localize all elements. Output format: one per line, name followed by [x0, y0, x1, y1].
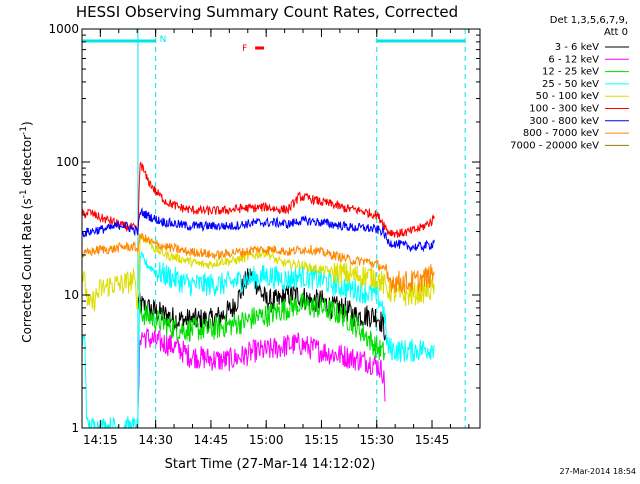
plot-area: NF	[81, 29, 466, 430]
x-tick-label-2: 14:45	[194, 433, 229, 447]
legend-label-7: 800 - 7000 keV	[523, 128, 599, 139]
y-label-part2: detector	[20, 135, 34, 190]
legend-label-4: 50 - 100 keV	[536, 91, 600, 102]
series-line-7	[81, 232, 435, 294]
y-label-part1: Corrected Count Rate (s	[20, 198, 34, 342]
flare-flag-label: F	[242, 44, 247, 54]
x-tick-label-5: 15:30	[359, 433, 394, 447]
night-flag-label: N	[160, 35, 167, 45]
x-tick-label-4: 15:15	[304, 433, 339, 447]
legend-label-2: 12 - 25 keV	[542, 67, 599, 78]
series-line-2	[137, 292, 386, 361]
timestamp: 27-Mar-2014 18:54	[560, 467, 637, 476]
series-line-1	[137, 328, 386, 413]
series-line-6	[81, 206, 435, 253]
x-tick-label-1: 14:30	[138, 433, 173, 447]
legend-label-1: 6 - 12 keV	[548, 54, 599, 65]
y-tick-label-0: 1	[71, 421, 79, 435]
legend-label-0: 3 - 6 keV	[555, 42, 599, 53]
legend-label-6: 300 - 800 keV	[529, 116, 599, 127]
series-line-5	[81, 161, 435, 238]
y-label-sup2: -1	[19, 126, 29, 135]
legend-label-3: 25 - 50 keV	[542, 79, 599, 90]
x-axis-label: Start Time (27-Mar-14 14:12:02)	[165, 457, 376, 472]
y-axis-label: Corrected Count Rate (s-1 detector-1)	[19, 121, 34, 342]
series-line-3	[81, 250, 435, 430]
x-tick-label-3: 15:00	[249, 433, 284, 447]
y-label-sup1: -1	[19, 189, 29, 198]
legend-header-1: Att 0	[604, 27, 628, 38]
legend-label-8: 7000 - 20000 keV	[510, 140, 599, 151]
x-tick-label-0: 14:15	[83, 433, 118, 447]
y-tick-label-1: 10	[64, 288, 79, 302]
plot-frame	[81, 28, 481, 429]
y-label-part3: )	[20, 121, 34, 126]
chart-title: HESSI Observing Summary Count Rates, Cor…	[76, 3, 458, 21]
y-tick-label-2: 100	[56, 155, 79, 169]
legend-header-0: Det 1,3,5,6,7,9,	[550, 15, 628, 26]
legend-label-5: 100 - 300 keV	[529, 104, 599, 115]
x-tick-label-6: 15:45	[415, 433, 450, 447]
axes: 14:15 14:30 14:45 15:00 15:15 15:30 15:45 1 10 10…	[48, 22, 480, 447]
y-tick-label-3: 1000	[48, 22, 79, 36]
